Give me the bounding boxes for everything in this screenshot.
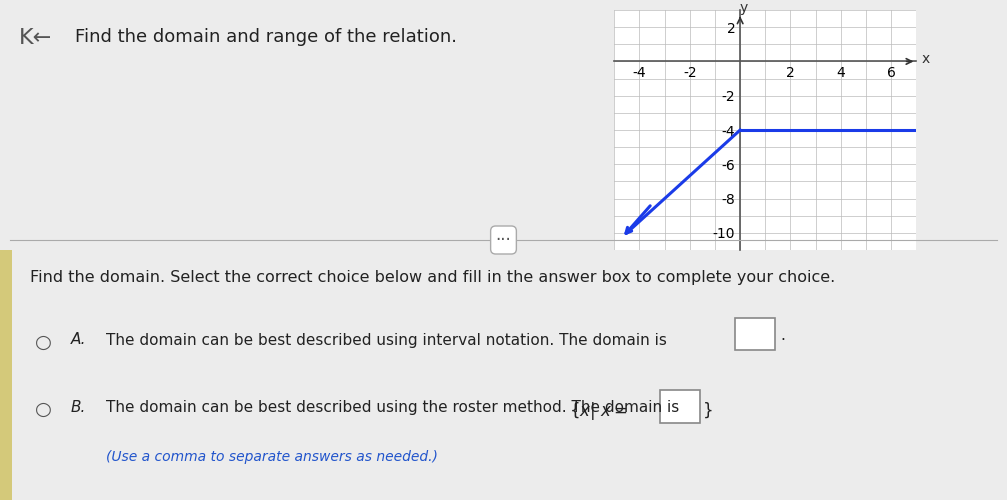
Text: ○: ○: [35, 400, 52, 419]
Bar: [660, 390, 700, 422]
Text: x: x: [921, 52, 929, 66]
Text: The domain can be best described using interval notation. The domain is: The domain can be best described using i…: [106, 332, 667, 347]
Text: K←: K←: [19, 28, 52, 48]
Bar: [0, 250, 12, 500]
Text: y: y: [740, 1, 748, 15]
Text: B.: B.: [70, 400, 86, 415]
Text: $\}$: $\}$: [702, 400, 712, 420]
Text: .: .: [780, 328, 785, 342]
Text: ···: ···: [495, 231, 512, 249]
Text: Find the domain. Select the correct choice below and fill in the answer box to c: Find the domain. Select the correct choi…: [30, 270, 836, 285]
Text: $\{x|\ x=$: $\{x|\ x=$: [569, 400, 627, 422]
Text: Find the domain and range of the relation.: Find the domain and range of the relatio…: [75, 28, 457, 46]
Text: A.: A.: [70, 332, 86, 347]
Bar: [735, 318, 775, 350]
Text: The domain can be best described using the roster method. The domain is: The domain can be best described using t…: [106, 400, 679, 415]
Text: ○: ○: [35, 332, 52, 351]
Text: (Use a comma to separate answers as needed.): (Use a comma to separate answers as need…: [106, 450, 438, 464]
